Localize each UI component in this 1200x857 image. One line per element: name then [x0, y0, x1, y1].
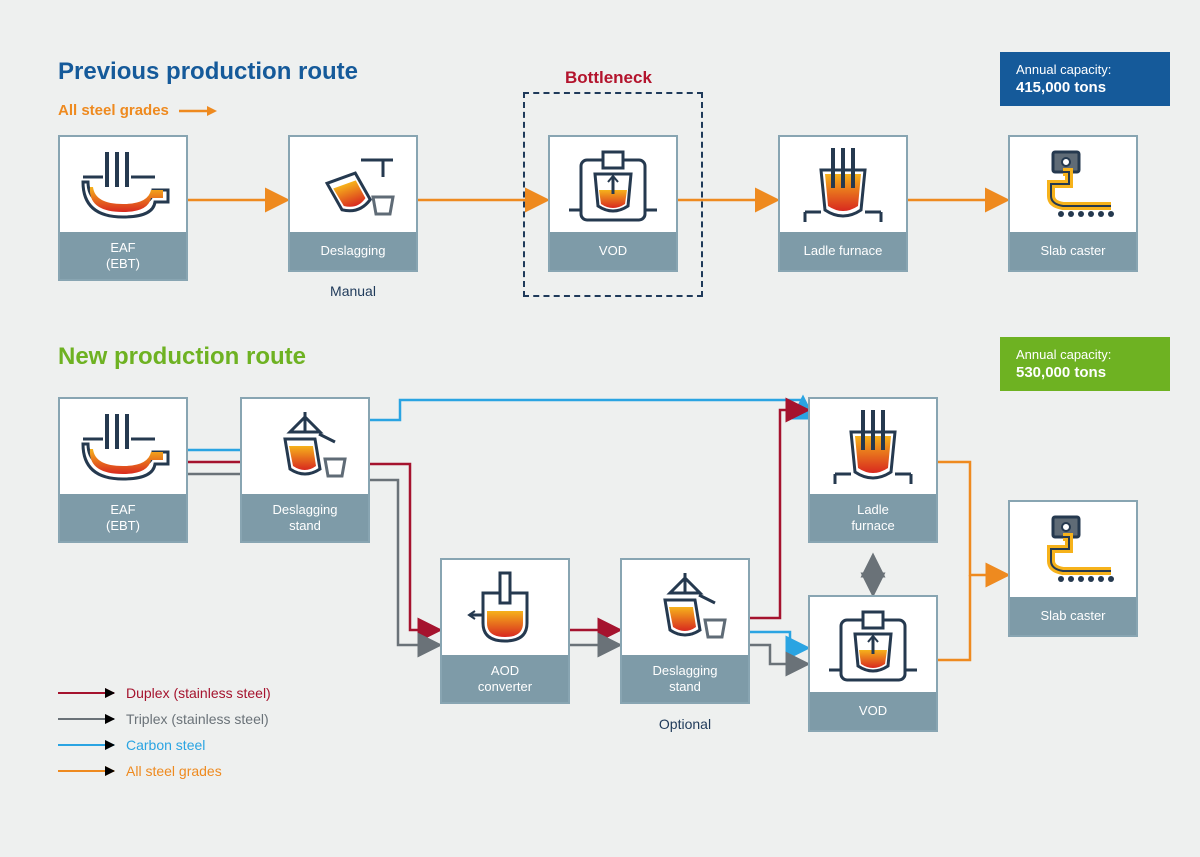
- node-label-eaf2: EAF (EBT): [60, 494, 186, 541]
- under-label-deslag3: Optional: [620, 716, 750, 732]
- legend-label: Duplex (stainless steel): [126, 685, 271, 701]
- node-icon-vod2: [810, 597, 936, 692]
- legend-row: Carbon steel: [58, 737, 271, 753]
- legend-arrow-icon: [58, 692, 114, 694]
- legend-label: All steel grades: [126, 763, 222, 779]
- node-eaf2: EAF (EBT): [58, 397, 188, 543]
- legend-arrow-icon: [58, 770, 114, 772]
- node-icon-ladle2: [810, 399, 936, 494]
- node-deslag3: Deslagging stand: [620, 558, 750, 704]
- node-label-vod2: VOD: [810, 692, 936, 730]
- legend-label: Carbon steel: [126, 737, 205, 753]
- node-label-ladle2: Ladle furnace: [810, 494, 936, 541]
- node-ladle2: Ladle furnace: [808, 397, 938, 543]
- legend-row: Duplex (stainless steel): [58, 685, 271, 701]
- node-vod2: VOD: [808, 595, 938, 732]
- node-icon-deslag3: [622, 560, 748, 655]
- node-icon-aod: [442, 560, 568, 655]
- node-icon-eaf2: [60, 399, 186, 494]
- node-label-deslag2: Deslagging stand: [242, 494, 368, 541]
- node-label-caster2: Slab caster: [1010, 597, 1136, 635]
- legend-row: Triplex (stainless steel): [58, 711, 271, 727]
- node-icon-caster2: [1010, 502, 1136, 597]
- legend-label: Triplex (stainless steel): [126, 711, 269, 727]
- node-aod: AOD converter: [440, 558, 570, 704]
- legend: Duplex (stainless steel) Triplex (stainl…: [58, 685, 271, 789]
- node-icon-deslag2: [242, 399, 368, 494]
- legend-arrow-icon: [58, 718, 114, 720]
- node-label-deslag3: Deslagging stand: [622, 655, 748, 702]
- node-caster2: Slab caster: [1008, 500, 1138, 637]
- node-label-aod: AOD converter: [442, 655, 568, 702]
- legend-row: All steel grades: [58, 763, 271, 779]
- legend-arrow-icon: [58, 744, 114, 746]
- node-deslag2: Deslagging stand: [240, 397, 370, 543]
